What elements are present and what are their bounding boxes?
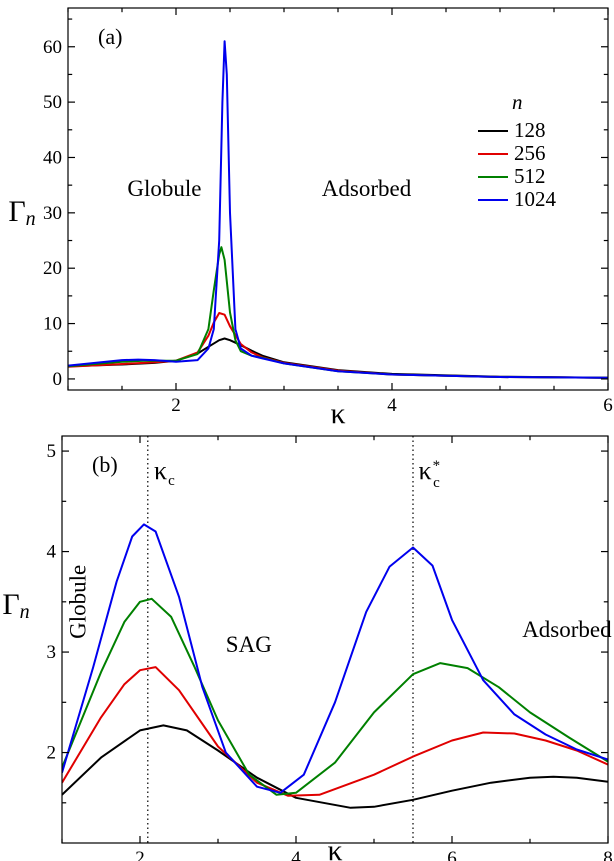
region-annotation: Adsorbed (522, 617, 612, 642)
x-tick-label: 6 (447, 848, 457, 861)
series-line-256 (62, 666, 608, 797)
region-annotation: Globule (65, 565, 90, 639)
critical-point-sub: c (433, 475, 440, 491)
y-tick-label: 10 (43, 314, 62, 335)
plot-frame (61, 435, 609, 844)
x-tick-label: 8 (603, 848, 613, 861)
y-tick-label: 50 (43, 92, 62, 113)
series-line-128 (62, 724, 608, 809)
series-line-1024 (62, 523, 608, 794)
region-annotation: Adsorbed (322, 176, 412, 201)
series-line-1024 (68, 40, 608, 379)
critical-point-sup: * (433, 458, 441, 474)
series-line-512 (68, 246, 608, 379)
y-axis-label-subscript: n (20, 601, 30, 623)
series-line-256 (68, 312, 608, 379)
critical-point-label: κ* c (418, 456, 440, 491)
legend-label-256: 256 (514, 141, 546, 165)
y-tick-label: 2 (47, 743, 57, 764)
x-axis-label: κ (327, 834, 342, 861)
y-tick-label: 3 (47, 642, 57, 663)
y-tick-label: 5 (47, 441, 57, 462)
legend-label-1024: 1024 (514, 187, 557, 211)
x-tick-label: 2 (135, 848, 145, 861)
y-axis-label: Γn (8, 195, 35, 230)
x-axis-label: κ (330, 397, 345, 430)
y-tick-label: 4 (47, 542, 57, 563)
y-axis-label-subscript: n (26, 208, 36, 230)
legend-title: n (512, 90, 523, 114)
critical-point-symbol: κ (418, 456, 431, 485)
critical-point-symbol: κ (154, 456, 167, 485)
y-tick-label: 60 (43, 37, 62, 58)
x-tick-label: 2 (171, 395, 181, 416)
series-group (68, 40, 608, 379)
series-line-512 (62, 597, 608, 796)
legend-label-128: 128 (514, 118, 546, 142)
critical-point-label: κc (154, 456, 175, 489)
x-tick-label: 6 (603, 395, 613, 416)
x-tick-label: 4 (291, 848, 301, 861)
region-annotation: Globule (127, 176, 201, 201)
y-tick-label: 0 (53, 369, 63, 390)
panel-label: (b) (92, 452, 118, 477)
critical-point-sub: c (168, 473, 175, 489)
y-axis-label-main: Γ (2, 588, 19, 621)
y-axis-label: Γn (2, 588, 29, 623)
legend-label-512: 512 (514, 164, 546, 188)
region-annotation: SAG (226, 632, 272, 657)
y-tick-label: 20 (43, 258, 62, 279)
x-tick-label: 4 (387, 395, 397, 416)
panel-label: (a) (98, 24, 122, 49)
y-tick-label: 30 (43, 203, 62, 224)
y-tick-label: 40 (43, 147, 62, 168)
y-axis-label-main: Γ (8, 195, 25, 228)
series-group (62, 523, 608, 809)
